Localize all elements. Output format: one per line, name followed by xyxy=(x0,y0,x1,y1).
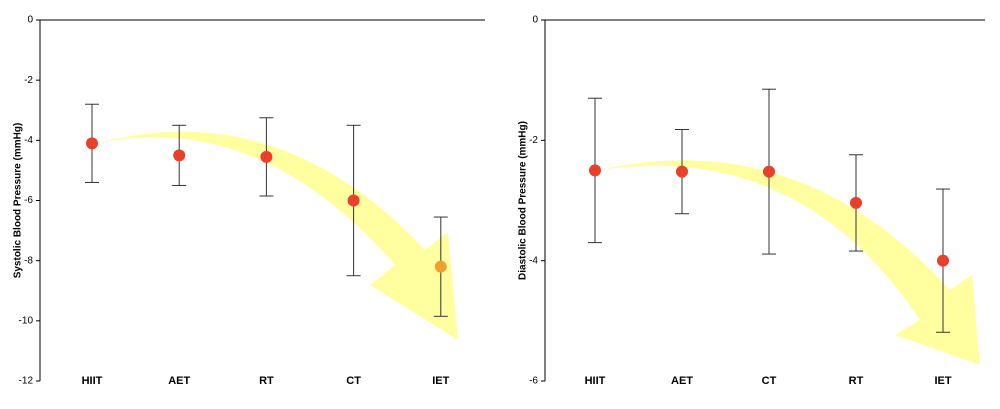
point xyxy=(260,150,273,163)
y-tick-label: -2 xyxy=(24,75,33,86)
point xyxy=(347,194,360,207)
point xyxy=(850,196,862,209)
y-tick-label: -4 xyxy=(529,255,538,266)
x-tick-label: CT xyxy=(762,375,777,387)
y-tick-label: -6 xyxy=(24,195,33,206)
point xyxy=(434,260,447,273)
x-tick-label: IET xyxy=(432,375,449,387)
y-tick-label: -12 xyxy=(19,376,34,387)
y-tick-label: -8 xyxy=(24,255,33,266)
y-tick-label: -2 xyxy=(529,135,538,146)
trend-arrow xyxy=(600,160,980,365)
x-tick-label: HIIT xyxy=(585,375,606,387)
y-tick-label: -4 xyxy=(24,135,33,146)
point xyxy=(86,137,98,150)
x-tick-label: AET xyxy=(168,375,190,387)
x-tick-label: AET xyxy=(671,375,693,387)
x-tick-label: CT xyxy=(346,375,361,387)
y-tick-label: -6 xyxy=(529,376,538,387)
x-tick-label: RT xyxy=(259,375,274,387)
trend-arrow xyxy=(98,131,458,340)
y-axis-label: Systolic Blood Pressure (mmHg) xyxy=(13,123,24,279)
point xyxy=(676,165,688,178)
y-axis-label: Diastolic Blood Pressure (mmHg) xyxy=(518,121,529,280)
y-tick-label: 0 xyxy=(27,15,33,26)
x-tick-label: IET xyxy=(934,375,951,387)
y-tick-label: -10 xyxy=(19,315,34,326)
y-tick-label: 0 xyxy=(532,15,538,26)
point xyxy=(937,254,949,267)
point xyxy=(173,149,186,162)
x-tick-label: RT xyxy=(849,375,864,387)
point xyxy=(763,165,775,178)
x-tick-label: HIIT xyxy=(82,375,103,387)
point xyxy=(589,164,601,177)
